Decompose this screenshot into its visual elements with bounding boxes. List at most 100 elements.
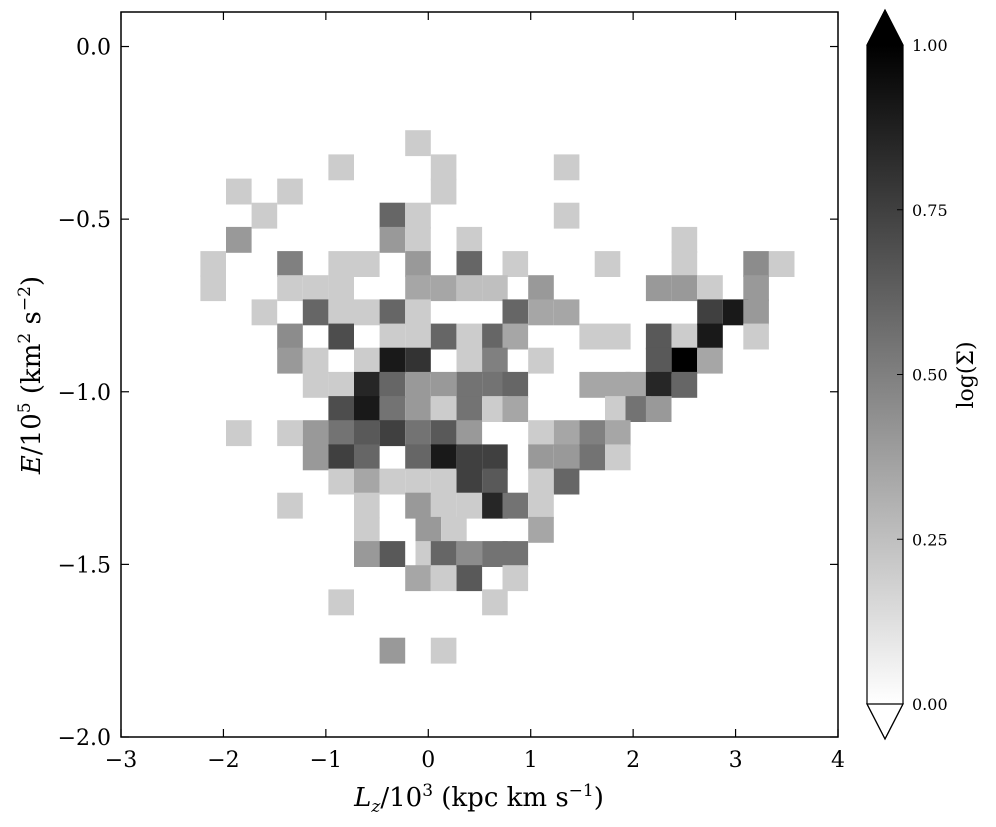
heatmap-bin	[579, 371, 605, 398]
heatmap-bin	[456, 251, 483, 277]
heatmap-bin	[482, 275, 508, 302]
heatmap-bin	[379, 541, 406, 567]
heatmap-bin	[328, 468, 354, 495]
heatmap-bin	[379, 637, 406, 664]
heatmap-bin	[328, 589, 354, 616]
heatmap-bin	[553, 468, 580, 495]
heatmap-bin	[553, 154, 580, 181]
svg-text:log(Σ): log(Σ)	[954, 341, 979, 408]
x-tick-label: −1	[310, 748, 342, 773]
heatmap-bin	[379, 202, 406, 229]
heatmap-bin	[645, 396, 672, 422]
y-tick-label: −2.0	[58, 726, 111, 751]
heatmap-bin	[528, 516, 554, 543]
heatmap-bin	[430, 444, 457, 471]
heatmap-bin	[354, 251, 380, 277]
heatmap-bin	[430, 420, 457, 447]
heatmap-bin	[502, 323, 529, 350]
heatmap-bin	[456, 420, 483, 447]
heatmap-bin	[456, 444, 483, 471]
heatmap-bin	[645, 323, 672, 350]
heatmap-bin	[743, 299, 769, 326]
heatmap-bin	[528, 275, 554, 302]
heatmap-bin	[528, 420, 554, 447]
colorbar-tick-label: 0.50	[912, 366, 948, 385]
heatmap-bin	[502, 396, 529, 422]
heatmap-bin	[379, 468, 406, 495]
y-tick-label: −1.0	[58, 381, 111, 406]
heatmap-bin	[671, 323, 698, 350]
heatmap-bin	[579, 323, 605, 350]
heatmap-bin	[579, 444, 605, 471]
heatmap-bin	[502, 565, 529, 592]
heatmap-bin	[226, 226, 252, 253]
heatmap-bin	[328, 420, 354, 447]
heatmap-bin	[430, 541, 457, 567]
heatmap-bin	[354, 541, 380, 567]
heatmap-bin	[277, 323, 303, 350]
heatmap-bin	[645, 347, 672, 374]
heatmap-bin	[405, 202, 431, 229]
heatmap-bin	[379, 323, 406, 350]
x-axis: −3 −2 −1 0 1 2 3 4	[105, 12, 845, 773]
heatmap-bin	[553, 420, 580, 447]
heatmap-bin	[379, 396, 406, 422]
heatmap-bin	[277, 492, 303, 519]
colorbar-label: log(Σ)	[954, 341, 979, 408]
heatmap-bin	[502, 371, 529, 398]
heatmap-bin	[328, 323, 354, 350]
x-tick-label: 1	[524, 748, 538, 773]
heatmap-bin	[354, 299, 380, 326]
heatmap-bin	[405, 347, 431, 374]
heatmap-bin	[671, 226, 698, 253]
heatmap-bin	[456, 347, 483, 374]
heatmap-bin	[277, 347, 303, 374]
colorbar-top-extend	[866, 8, 904, 46]
heatmap-bin	[354, 444, 380, 471]
y-tick-label: −0.5	[58, 208, 111, 233]
heatmap-bin	[226, 420, 252, 447]
heatmap-bin	[302, 275, 329, 302]
heatmap-bin	[430, 396, 457, 422]
x-tick-label: −3	[105, 748, 137, 773]
heatmap-bin	[405, 130, 431, 157]
heatmap-bin	[251, 202, 278, 229]
heatmap-bin	[277, 420, 303, 447]
heatmap-bin	[502, 251, 529, 277]
heatmap-bin	[354, 468, 380, 495]
heatmap-bin	[553, 444, 580, 471]
heatmap-bin	[277, 275, 303, 302]
heatmap-bin	[456, 565, 483, 592]
heatmap-bin	[354, 347, 380, 374]
heatmap-bin	[645, 371, 672, 398]
colorbar-ticks: 0.00 0.25 0.50 0.75 1.00	[897, 36, 948, 714]
x-tick-label: −2	[207, 748, 239, 773]
heatmap-bin	[528, 492, 554, 519]
heatmap-bin	[697, 347, 723, 374]
heatmap-bins	[200, 130, 795, 664]
heatmap-bin	[328, 275, 354, 302]
heatmap-bin	[302, 444, 329, 471]
heatmap-bin	[671, 371, 698, 398]
heatmap-bin	[430, 154, 457, 181]
heatmap-bin	[456, 371, 483, 398]
heatmap-bin	[579, 420, 605, 447]
heatmap-bin	[430, 323, 457, 350]
x-axis-label: Lz/103 (kpc km s−1)	[353, 781, 604, 817]
heatmap-bin	[456, 226, 483, 253]
heatmap-bin	[226, 178, 252, 205]
heatmap-bin	[605, 444, 631, 471]
colorbar-tick-label: 0.00	[912, 695, 948, 714]
heatmap-bin	[405, 565, 431, 592]
heatmap-bin	[379, 347, 406, 374]
heatmap-bin	[430, 492, 457, 519]
heatmap-bin	[379, 420, 406, 447]
y-tick-label: 0.0	[76, 36, 111, 61]
heatmap-bin	[553, 299, 580, 326]
colorbar-tick-label: 0.75	[912, 201, 948, 220]
heatmap-bin	[456, 468, 483, 495]
heatmap-bin	[405, 468, 431, 495]
heatmap-bin	[482, 444, 508, 471]
heatmap-bin	[482, 468, 508, 495]
